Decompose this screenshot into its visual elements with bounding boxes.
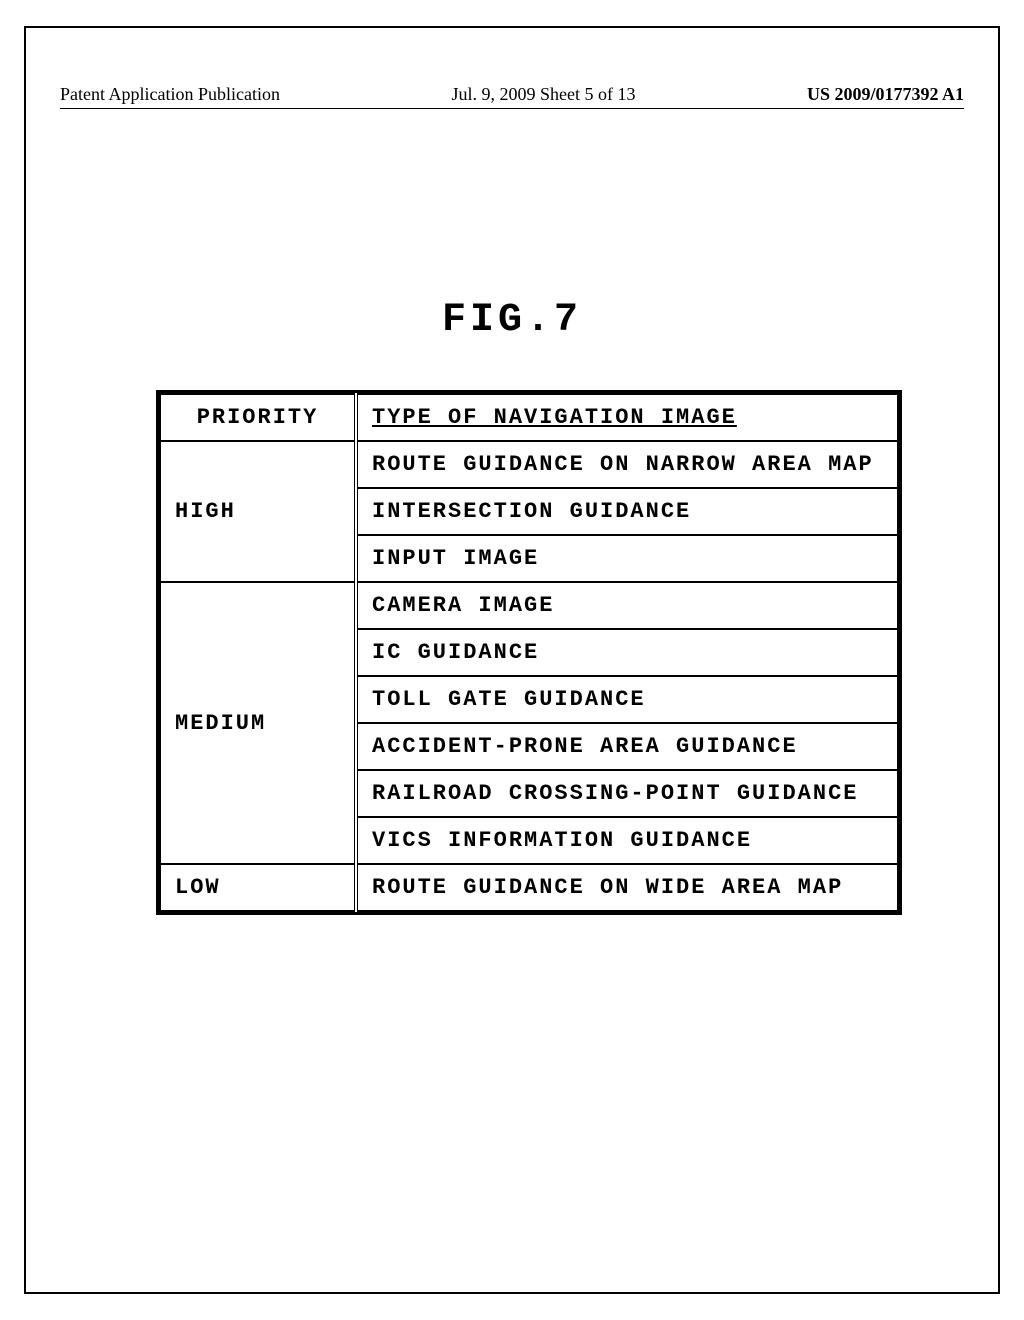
nav-type-cell: ROUTE GUIDANCE ON WIDE AREA MAP bbox=[356, 864, 898, 911]
nav-type-cell: ACCIDENT-PRONE AREA GUIDANCE bbox=[356, 723, 898, 770]
header-publication: Patent Application Publication bbox=[60, 84, 280, 105]
table-row: HIGH ROUTE GUIDANCE ON NARROW AREA MAP bbox=[160, 441, 898, 488]
nav-type-cell: RAILROAD CROSSING-POINT GUIDANCE bbox=[356, 770, 898, 817]
nav-type-cell: ROUTE GUIDANCE ON NARROW AREA MAP bbox=[356, 441, 898, 488]
nav-type-cell: INTERSECTION GUIDANCE bbox=[356, 488, 898, 535]
page-header: Patent Application Publication Jul. 9, 2… bbox=[60, 84, 964, 105]
col-header-priority: PRIORITY bbox=[160, 394, 356, 441]
header-patent-number: US 2009/0177392 A1 bbox=[807, 84, 964, 105]
nav-type-cell: INPUT IMAGE bbox=[356, 535, 898, 582]
col-header-type: TYPE OF NAVIGATION IMAGE bbox=[356, 394, 898, 441]
header-rule bbox=[60, 108, 964, 109]
priority-table: PRIORITY TYPE OF NAVIGATION IMAGE HIGH R… bbox=[156, 390, 902, 915]
figure-title: FIG.7 bbox=[0, 298, 1024, 343]
header-date-sheet: Jul. 9, 2009 Sheet 5 of 13 bbox=[451, 84, 635, 105]
col-header-type-text: TYPE OF NAVIGATION IMAGE bbox=[372, 405, 737, 430]
nav-type-cell: CAMERA IMAGE bbox=[356, 582, 898, 629]
nav-type-cell: IC GUIDANCE bbox=[356, 629, 898, 676]
priority-medium: MEDIUM bbox=[160, 582, 356, 864]
table-row: MEDIUM CAMERA IMAGE bbox=[160, 582, 898, 629]
nav-type-cell: TOLL GATE GUIDANCE bbox=[356, 676, 898, 723]
priority-low: LOW bbox=[160, 864, 356, 911]
nav-type-cell: VICS INFORMATION GUIDANCE bbox=[356, 817, 898, 864]
priority-high: HIGH bbox=[160, 441, 356, 582]
table-row: LOW ROUTE GUIDANCE ON WIDE AREA MAP bbox=[160, 864, 898, 911]
table-header-row: PRIORITY TYPE OF NAVIGATION IMAGE bbox=[160, 394, 898, 441]
